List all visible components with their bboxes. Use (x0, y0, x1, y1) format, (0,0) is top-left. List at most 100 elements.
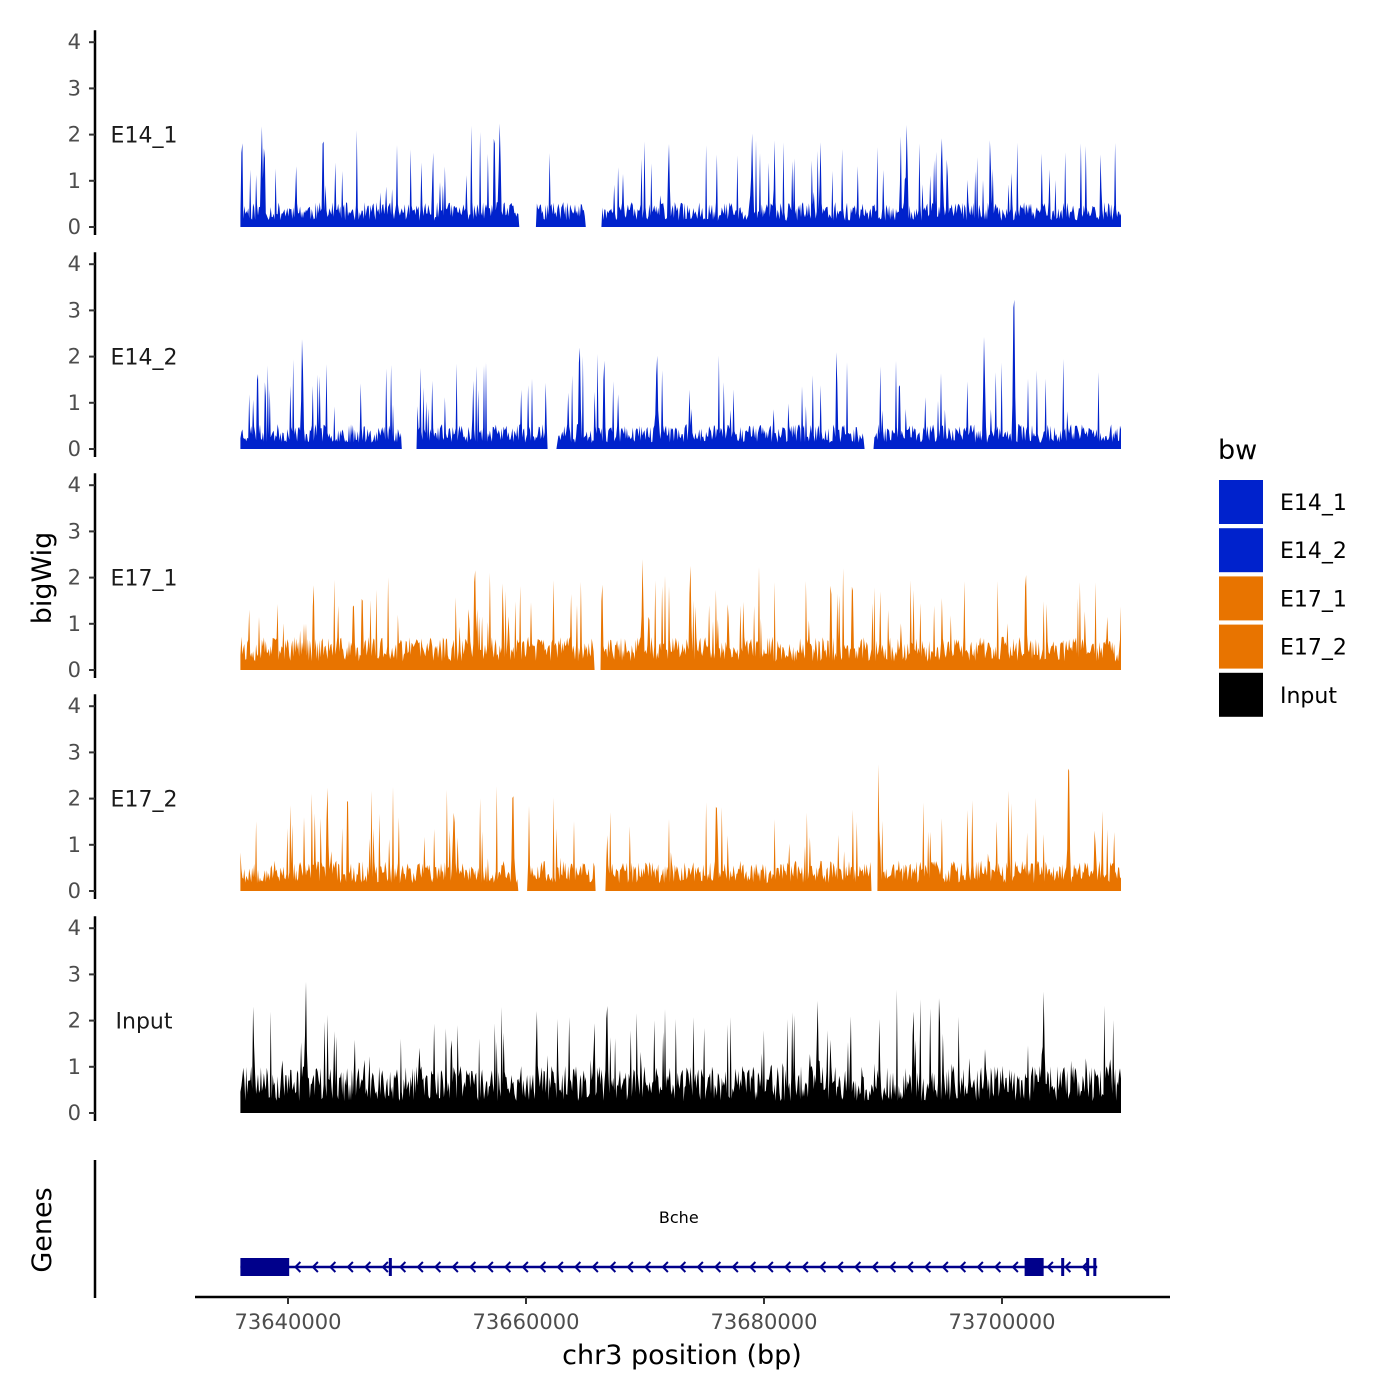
strand-arrow (941, 1261, 949, 1273)
gene-track: Bche (93, 1160, 1098, 1298)
strand-arrow (398, 1261, 407, 1273)
strand-arrow (608, 1261, 617, 1273)
y-tick-label: 0 (68, 1101, 81, 1125)
strand-arrow (976, 1261, 984, 1273)
legend-swatch (1219, 576, 1263, 621)
coverage-area-E14_1 (240, 123, 1121, 227)
bigwig-tracks: 0 1 2 3 4 E14_1 0 1 2 3 4 E14_2 0 1 2 3 4 E17_1 0 1 2 3 4 E17_2… (68, 30, 1121, 1125)
legend-swatch (1219, 624, 1263, 669)
y-tick-label: 1 (68, 833, 81, 857)
strand-arrow (328, 1261, 337, 1273)
genes-axis-title: Genes (27, 1187, 58, 1272)
strand-arrow (783, 1261, 792, 1273)
track-label: Input (116, 1010, 173, 1035)
legend-title: bw (1218, 435, 1257, 466)
legend-label: Input (1280, 684, 1337, 709)
strand-arrow (293, 1261, 302, 1273)
y-tick-label: 4 (68, 473, 81, 497)
coverage-area-Input (240, 981, 1121, 1113)
strand-arrow (1011, 1261, 1019, 1273)
track-E14_2: 0 1 2 3 4 E14_2 (68, 252, 1121, 461)
strand-arrow (836, 1261, 844, 1273)
strand-arrow (433, 1261, 442, 1273)
gene-exon-small (1093, 1258, 1097, 1276)
y-tick-label: 3 (68, 740, 81, 764)
strand-arrow (468, 1261, 477, 1273)
strand-arrow (311, 1261, 319, 1273)
gene-exon-small (388, 1258, 392, 1276)
y-tick-label: 0 (68, 879, 81, 903)
y-tick-label: 3 (68, 76, 81, 100)
coverage-area-E17_1 (240, 559, 1121, 670)
y-tick-label: 2 (68, 345, 81, 369)
strand-arrow (503, 1261, 512, 1273)
strand-arrow (556, 1261, 564, 1273)
strand-arrow (801, 1261, 809, 1273)
strand-arrow (416, 1261, 424, 1273)
track-E17_1: 0 1 2 3 4 E17_1 (68, 473, 1121, 682)
y-tick-label: 2 (68, 787, 81, 811)
y-tick-label: 3 (68, 298, 81, 322)
strand-arrow (731, 1261, 739, 1273)
strand-arrow (1046, 1261, 1054, 1273)
y-tick-label: 4 (68, 30, 81, 54)
strand-arrow (643, 1261, 652, 1273)
y-tick-label: 4 (68, 252, 81, 276)
strand-arrow (818, 1261, 827, 1273)
y-tick-label: 0 (68, 658, 81, 682)
strand-arrow (993, 1261, 1002, 1273)
gene-exon-small (1039, 1258, 1043, 1276)
y-tick-label: 2 (68, 123, 81, 147)
strand-arrow (923, 1261, 932, 1273)
track-Input: 0 1 2 3 4 Input (68, 916, 1121, 1125)
coverage-area-E14_2 (240, 299, 1121, 449)
strand-arrow (906, 1261, 914, 1273)
y-tick-label: 1 (68, 1055, 81, 1079)
x-tick-label: 73640000 (235, 1310, 342, 1334)
track-label: E14_1 (111, 124, 178, 149)
x-axis-title: chr3 position (bp) (562, 1340, 802, 1371)
y-tick-label: 0 (68, 215, 81, 239)
gene-exon-small (1086, 1258, 1090, 1276)
strand-arrow (766, 1261, 774, 1273)
strand-arrow (1063, 1261, 1072, 1273)
strand-arrow (521, 1261, 529, 1273)
strand-arrow (661, 1261, 669, 1273)
legend-label: E14_1 (1280, 491, 1347, 516)
strand-arrow (853, 1261, 862, 1273)
y-tick-label: 1 (68, 391, 81, 415)
legend-swatch (1219, 672, 1263, 717)
strand-arrow (713, 1261, 722, 1273)
strand-arrow (451, 1261, 459, 1273)
strand-arrow (573, 1261, 582, 1273)
y-tick-label: 3 (68, 962, 81, 986)
strand-arrow (958, 1261, 967, 1273)
track-E17_2: 0 1 2 3 4 E17_2 (68, 694, 1121, 903)
gene-exon-small (1061, 1258, 1065, 1276)
y-axis-title: bigWig (27, 532, 58, 625)
gene-exon (240, 1258, 290, 1276)
strand-arrow (678, 1261, 687, 1273)
strand-arrow (626, 1261, 634, 1273)
y-tick-label: 2 (68, 1009, 81, 1033)
y-tick-label: 1 (68, 169, 81, 193)
strand-arrow (888, 1261, 897, 1273)
strand-arrow (871, 1261, 879, 1273)
legend-swatch (1219, 528, 1263, 573)
strand-arrow (486, 1261, 494, 1273)
strand-arrow (346, 1261, 354, 1273)
gene-name-label: Bche (659, 1208, 699, 1227)
legend: bw E14_1 E14_2 E17_1 E17_2 Input (1218, 435, 1347, 717)
coverage-area-E17_2 (240, 764, 1121, 891)
y-tick-label: 0 (68, 437, 81, 461)
y-tick-label: 1 (68, 612, 81, 636)
gene-exon (1024, 1258, 1044, 1276)
legend-label: E17_2 (1280, 636, 1347, 661)
legend-label: E17_1 (1280, 587, 1347, 612)
y-tick-label: 2 (68, 566, 81, 590)
strand-arrow (363, 1261, 372, 1273)
x-tick-label: 73680000 (711, 1310, 818, 1334)
x-tick-label: 73660000 (473, 1310, 580, 1334)
strand-arrow (696, 1261, 704, 1273)
